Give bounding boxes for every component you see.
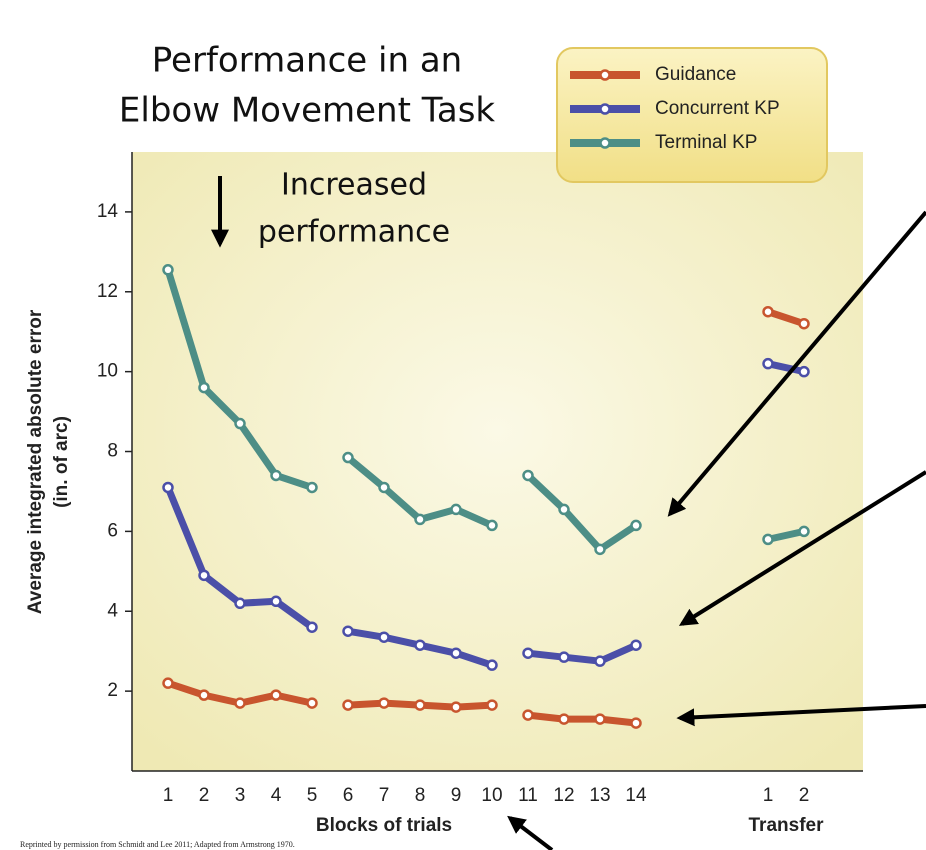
point [558, 713, 570, 725]
x-tick-label: 2 [799, 785, 810, 806]
x-tick-label: 7 [379, 785, 390, 806]
point [306, 481, 318, 494]
point [378, 481, 390, 494]
arrow [507, 815, 554, 850]
x-tick-label: 14 [625, 785, 647, 806]
annotation: Increased [281, 168, 427, 203]
y-axis-label: Average integrated absolute error [25, 309, 46, 614]
point [522, 709, 534, 721]
legend-label: Concurrent KP [655, 98, 780, 119]
legend: Guidance Concurrent KP Terminal KP [570, 64, 780, 153]
x-tick-label: 3 [235, 785, 246, 806]
point [306, 697, 318, 709]
arrow [676, 704, 926, 727]
point [342, 451, 354, 464]
point [414, 639, 426, 651]
point [762, 305, 774, 318]
point [198, 569, 210, 582]
point [198, 381, 210, 394]
point [798, 365, 810, 378]
x-tick-label: 2 [199, 785, 210, 806]
point [594, 655, 606, 667]
point [594, 713, 606, 725]
legend-marker [599, 69, 611, 81]
pointer-arrows [507, 210, 926, 850]
x-tick-label: 1 [163, 785, 174, 806]
point [234, 417, 246, 430]
x-axis-label: Blocks of trials [316, 815, 452, 836]
point [198, 689, 210, 701]
point [558, 651, 570, 663]
point [450, 701, 462, 713]
y-axis-label: (in. of arc) [51, 416, 72, 508]
point [630, 717, 642, 729]
point [558, 503, 570, 516]
legend-marker [599, 103, 611, 115]
point [594, 543, 606, 556]
y-tick-label: 10 [97, 361, 118, 382]
arrow [678, 470, 926, 626]
y-tick-label: 12 [97, 281, 118, 302]
x-tick-label: 10 [481, 785, 502, 806]
point [486, 699, 498, 711]
point [342, 699, 354, 711]
point [522, 647, 534, 659]
point [342, 625, 354, 637]
point [486, 659, 498, 671]
x-tick-label: 1 [763, 785, 774, 806]
x-tick-label: 12 [553, 785, 574, 806]
point [162, 677, 174, 689]
annotation: performance [258, 215, 450, 250]
legend-box [556, 47, 828, 183]
point [270, 595, 282, 608]
plot-area [132, 152, 863, 771]
legend-label: Guidance [655, 64, 736, 85]
y-tick-label: 14 [97, 201, 119, 222]
x-tick-label: 9 [451, 785, 462, 806]
x-tick-label: 13 [589, 785, 610, 806]
point [234, 697, 246, 709]
source-note: Reprinted by permission from Schmidt and… [20, 840, 295, 849]
legend-label: Terminal KP [655, 132, 757, 153]
point [270, 689, 282, 701]
point [630, 639, 642, 651]
x-tick-label: 6 [343, 785, 354, 806]
y-tick-label: 8 [107, 441, 118, 462]
legend-marker [599, 137, 611, 149]
y-tick-label: 4 [107, 600, 118, 621]
point [798, 525, 810, 538]
point [414, 699, 426, 711]
point [486, 519, 498, 532]
y-tick-label: 2 [107, 680, 118, 701]
point [450, 647, 462, 659]
point [270, 469, 282, 482]
y-tick-label: 6 [107, 520, 118, 541]
point [630, 519, 642, 532]
point [762, 533, 774, 546]
point [234, 597, 246, 610]
chart-title: Elbow Movement Task [119, 91, 496, 131]
x-tick-label: 11 [518, 785, 538, 806]
point [378, 697, 390, 709]
point [306, 621, 318, 633]
point [162, 264, 174, 276]
point [414, 513, 426, 526]
point [378, 631, 390, 643]
point [522, 469, 534, 482]
point [450, 503, 462, 516]
point [762, 357, 774, 370]
x-tick-label: 8 [415, 785, 426, 806]
x-axis-label: Transfer [749, 815, 825, 836]
x-tick-label: 5 [307, 785, 318, 806]
arrow [667, 210, 926, 517]
point [798, 317, 810, 330]
chart-title: Performance in an [152, 41, 462, 81]
point [162, 481, 174, 494]
x-tick-label: 4 [271, 785, 282, 806]
